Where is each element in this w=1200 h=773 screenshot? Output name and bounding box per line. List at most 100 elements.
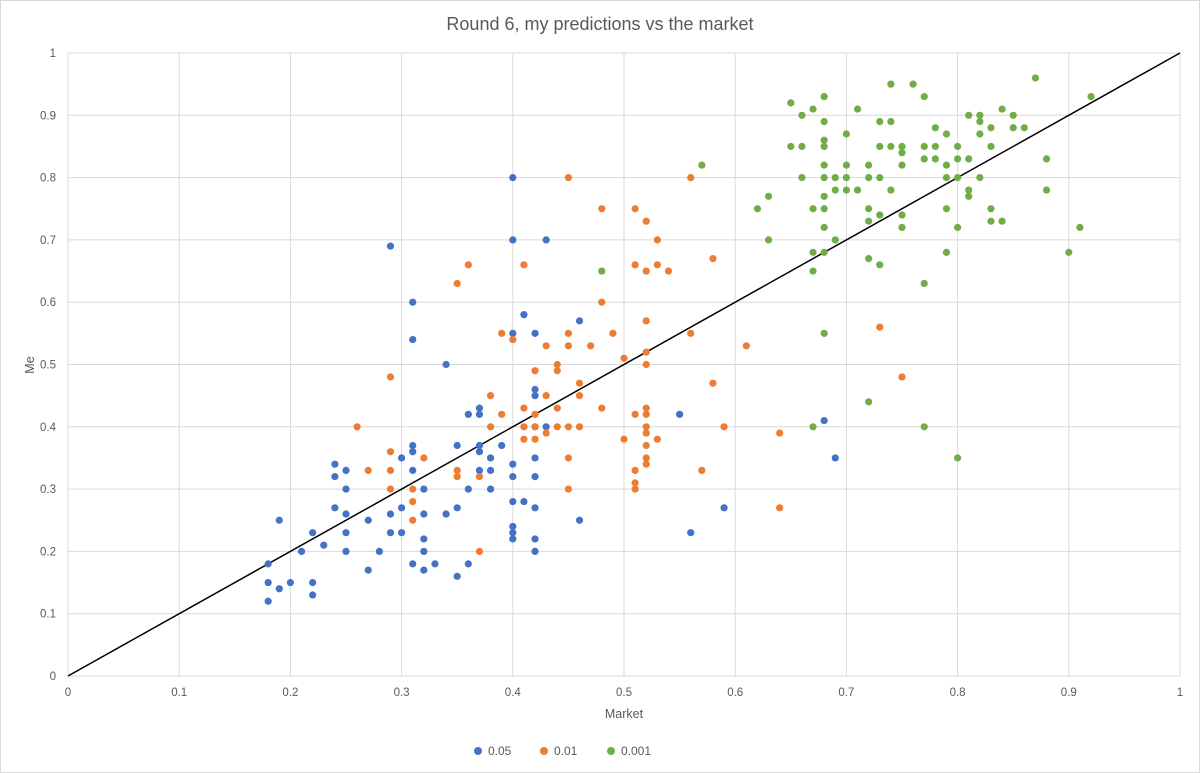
data-point xyxy=(976,117,984,126)
data-point xyxy=(375,547,383,556)
y-axis-title: Me xyxy=(23,356,37,373)
y-tick-label: 0.2 xyxy=(40,546,56,558)
data-point xyxy=(598,205,606,213)
data-point xyxy=(965,111,973,119)
y-tick-label: 0.3 xyxy=(40,484,56,496)
data-point xyxy=(531,504,539,512)
data-point xyxy=(642,441,650,450)
data-point xyxy=(409,560,417,568)
data-point xyxy=(320,541,328,549)
data-point xyxy=(531,410,539,418)
data-point xyxy=(520,261,528,269)
data-point xyxy=(865,174,873,182)
series-0.001 xyxy=(598,74,1095,462)
data-point xyxy=(564,454,573,462)
data-point xyxy=(453,504,461,512)
data-point xyxy=(942,174,951,182)
data-point xyxy=(809,248,817,256)
data-point xyxy=(386,242,395,250)
x-tick-label: 0.1 xyxy=(171,687,187,699)
data-point xyxy=(920,155,928,163)
legend-marker xyxy=(474,747,482,755)
data-point xyxy=(486,485,495,493)
y-tick-label: 0.6 xyxy=(40,297,56,309)
data-point xyxy=(642,348,650,356)
y-tick-label: 0 xyxy=(50,671,56,683)
x-tick-label: 0.5 xyxy=(616,687,632,699)
data-point xyxy=(331,504,339,512)
data-point xyxy=(831,454,839,462)
data-point xyxy=(409,448,417,456)
data-point xyxy=(509,529,517,537)
data-point xyxy=(809,105,817,113)
data-point xyxy=(942,248,951,256)
data-point xyxy=(275,585,283,593)
data-point xyxy=(642,460,650,468)
data-point xyxy=(542,423,550,431)
data-point xyxy=(420,547,428,556)
x-tick-label: 0.7 xyxy=(838,687,854,699)
data-point xyxy=(954,155,962,163)
data-point xyxy=(531,329,539,337)
data-point xyxy=(820,161,828,169)
data-point xyxy=(453,572,461,580)
x-tick-label: 0 xyxy=(65,687,71,699)
data-point xyxy=(898,223,906,232)
data-point xyxy=(887,80,895,88)
data-point xyxy=(920,423,928,431)
x-tick-label: 0.4 xyxy=(505,687,522,699)
y-tick-label: 0.5 xyxy=(40,360,56,372)
data-point xyxy=(987,217,995,225)
data-point xyxy=(464,485,472,493)
data-point xyxy=(609,329,617,337)
data-point xyxy=(642,217,650,225)
data-point xyxy=(676,410,684,418)
data-point xyxy=(420,454,428,462)
data-point xyxy=(464,261,472,269)
data-point xyxy=(398,454,406,462)
data-point xyxy=(475,547,484,556)
data-point xyxy=(420,535,428,543)
data-point xyxy=(598,298,606,306)
y-tick-label: 0.7 xyxy=(40,235,56,247)
series-0.05 xyxy=(264,174,839,605)
data-point xyxy=(1020,124,1028,132)
data-point xyxy=(420,510,428,518)
data-point xyxy=(475,473,484,481)
data-point xyxy=(342,529,350,537)
data-point xyxy=(976,111,984,119)
data-point xyxy=(920,93,928,101)
y-tick-label: 1 xyxy=(50,48,56,60)
x-tick-label: 0.9 xyxy=(1061,687,1077,699)
data-point xyxy=(342,547,350,556)
data-point xyxy=(709,254,717,263)
data-point xyxy=(364,566,372,574)
data-point xyxy=(820,117,828,126)
data-point xyxy=(297,547,306,556)
data-point xyxy=(687,529,695,537)
data-point xyxy=(987,205,995,213)
data-point xyxy=(509,335,517,344)
data-point xyxy=(898,149,906,157)
data-point xyxy=(520,311,528,319)
data-point xyxy=(976,130,984,138)
data-point xyxy=(520,423,528,431)
data-point xyxy=(564,423,573,431)
data-point xyxy=(1076,223,1084,232)
data-point xyxy=(453,441,461,450)
data-point xyxy=(631,466,639,475)
data-point xyxy=(687,174,695,182)
data-point xyxy=(920,142,928,151)
legend: 0.05 0.01 0.001 xyxy=(474,744,651,758)
data-point xyxy=(509,174,517,182)
data-point xyxy=(575,317,584,325)
y-tick-label: 0.4 xyxy=(40,422,57,434)
data-point xyxy=(865,398,873,406)
data-point xyxy=(542,342,550,350)
data-point xyxy=(720,423,728,431)
data-point xyxy=(698,466,706,475)
data-point xyxy=(876,323,884,331)
legend-label: 0.01 xyxy=(554,744,578,758)
data-point xyxy=(531,547,539,556)
data-point xyxy=(553,423,561,431)
